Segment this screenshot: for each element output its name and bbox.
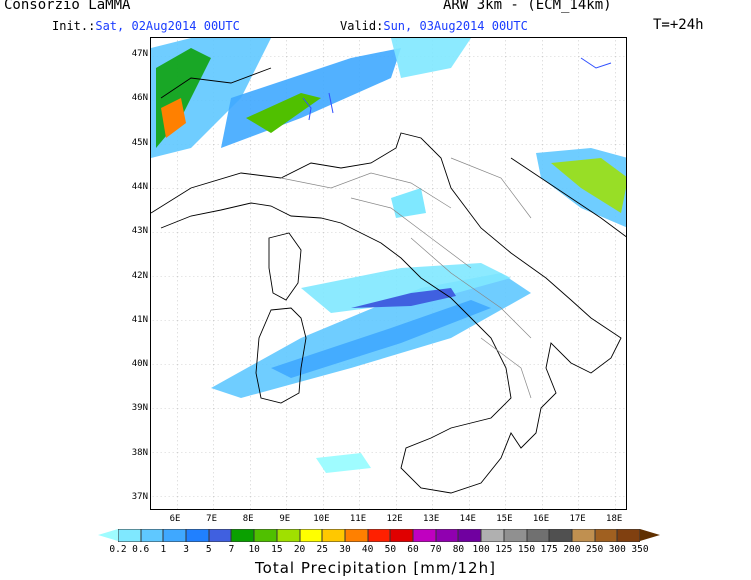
colorbar-value: 70 [430,544,442,555]
colorbar-value: 10 [248,544,260,555]
lat-label: 42N [131,270,148,281]
colorbar-value: 60 [407,544,419,555]
lon-label: 16E [532,514,550,524]
regional-borders [280,157,532,399]
colorbar-value: 80 [452,544,465,555]
lon-label: 18E [606,514,623,524]
lat-label: 40N [131,359,148,370]
colorbar-value: 100 [472,544,490,555]
forecast-step: T=+24h [653,17,704,33]
colorbar-value: 7 [228,544,235,555]
colorbar-swatch [549,529,572,542]
lon-label: 14E [459,514,476,524]
colorbar-swatch [617,529,640,542]
lat-label: 45N [131,137,148,148]
colorbar-swatch [163,529,187,542]
colorbar-swatch [367,529,391,542]
lat-label: 38N [131,447,148,458]
colorbar-swatch [344,529,368,542]
colorbar-value: 5 [205,544,212,555]
colorbar-title: Total Precipitation [mm/12h] [255,559,496,577]
map-canvas [151,38,626,509]
lon-label: 11E [349,514,367,524]
colorbar-swatch [299,529,323,542]
colorbar-swatch [208,529,232,542]
colorbar-value: 15 [271,544,283,555]
lon-label: 12E [386,514,403,524]
lat-label: 41N [131,314,148,325]
colorbar-value: 3 [183,544,189,555]
init-label: Init.: [52,19,96,33]
colorbar-swatch [231,529,255,542]
colorbar-value: 0.2 [109,544,127,555]
colorbar-swatch [186,529,209,542]
colorbar-value: 50 [384,544,397,555]
lon-label: 15E [496,514,513,524]
colorbar-swatch [481,529,504,542]
lat-label: 47N [131,49,148,59]
colorbar-swatch [640,529,660,541]
colorbar-value: 40 [361,544,374,555]
colorbar-value: 20 [293,544,306,555]
colorbar-swatch [435,529,459,542]
colorbar-value: 200 [563,544,581,555]
colorbar-swatch [390,529,414,542]
valid-time: Valid:Sun, 03Aug2014 00UTC [340,19,528,33]
colorbar-swatch [322,529,345,542]
colorbar-value: 1 [160,544,167,555]
lakes [302,57,612,121]
colorbar-swatch [413,529,436,542]
colorbar-swatch [140,529,164,542]
lon-label: 6E [169,514,181,524]
lon-label: 8E [242,514,254,524]
colorbar-value: 25 [316,544,328,555]
colorbar-value: 175 [540,544,558,555]
colorbar-value: 150 [517,544,536,555]
colorbar-value: 125 [495,544,513,555]
valid-value: Sun, 03Aug2014 00UTC [383,19,528,33]
colorbar-swatch [503,529,527,542]
colorbar-swatch [98,529,118,541]
model-title: ARW 3km - (ECM_14km) [443,0,612,13]
colorbar-swatch [276,529,300,542]
colorbar-value: 350 [631,544,649,555]
valid-label: Valid: [340,19,384,33]
colorbar-value: 0.6 [132,544,150,555]
lon-label: 9E [279,514,291,524]
precipitation-field [151,38,626,473]
colorbar-swatch [594,529,618,542]
lon-label: 13E [423,514,440,524]
init-value: Sat, 02Aug2014 00UTC [95,19,240,33]
init-time: Init.:Sat, 02Aug2014 00UTC [52,19,240,33]
lat-label: 37N [131,492,148,502]
lat-label: 39N [131,403,148,414]
lat-label: 46N [131,93,148,104]
organization-title: Consorzio LaMMA [4,0,131,13]
colorbar-value: 30 [339,544,351,555]
coastlines [151,67,626,494]
colorbar-swatch [571,529,595,542]
colorbar-value: 250 [586,544,604,555]
colorbar-swatch [254,529,277,542]
lon-label: 7E [206,514,218,524]
colorbar-swatch [458,529,482,542]
precipitation-map [150,37,627,510]
lat-label: 44N [131,181,148,192]
colorbar-swatch [526,529,550,542]
lon-label: 17E [569,514,586,524]
lat-label: 43N [131,226,148,237]
lon-label: 10E [313,514,330,524]
colorbar-value: 300 [608,544,626,555]
colorbar-swatch [118,529,141,542]
